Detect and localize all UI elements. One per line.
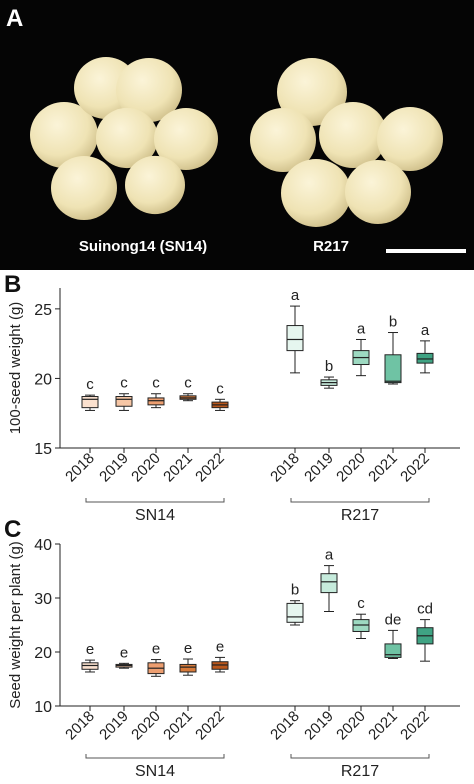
r217-seed-4 [377, 106, 443, 172]
significance-letter: e [216, 638, 224, 655]
y-tick-label: 20 [34, 645, 52, 662]
y-tick-label: 15 [34, 441, 52, 458]
chart-seed-weight-100: 15 20 25 100-seed weight (g) c 2018 c 2019 c 2020… [7, 287, 460, 524]
box-R217-2018 [286, 602, 304, 623]
sn14-seed-1 [30, 102, 98, 168]
y-tick-label: 40 [34, 537, 52, 554]
x-tick-label: 2018 [267, 450, 303, 486]
box-R217-2018 [286, 325, 304, 352]
significance-letter: c [120, 375, 128, 392]
x-tick-label: 2020 [333, 708, 369, 744]
panel-b-letter: B [4, 271, 21, 298]
box-SN14-2018 [81, 396, 99, 409]
x-tick-label: 2019 [96, 708, 132, 744]
significance-letter: c [357, 595, 365, 612]
group-bracket [290, 754, 430, 759]
box-SN14-2021 [179, 663, 197, 673]
x-tick-label: 2022 [397, 708, 433, 744]
significance-letter: b [291, 582, 299, 599]
group-label: SN14 [135, 763, 175, 780]
y-tick-label: 30 [34, 591, 52, 608]
significance-letter: c [152, 375, 160, 392]
group-bracket [85, 498, 225, 503]
scale-bar [386, 249, 466, 253]
x-tick-label: 2021 [365, 450, 401, 486]
r217-seed-cluster [250, 58, 443, 227]
x-tick-label: 2020 [333, 450, 369, 486]
significance-letter: e [86, 641, 94, 658]
box-plot-charts: B C 15 20 25 100-seed weight (g) c 2018 c 2019 c… [4, 271, 460, 780]
r217-photo-label: R217 [313, 238, 349, 255]
x-tick-label: 2018 [267, 708, 303, 744]
significance-letter: c [216, 380, 224, 397]
box-R217-2019 [320, 573, 338, 594]
sn14-photo-label: Suinong14 (SN14) [79, 238, 207, 255]
y-tick-label: 25 [34, 302, 52, 319]
significance-letter: b [389, 314, 397, 331]
y-axis-label: 100-seed weight (g) [7, 302, 24, 435]
box-R217-2021 [384, 354, 402, 384]
significance-letter: cd [417, 601, 433, 618]
significance-letter: a [357, 320, 366, 337]
sn14-seed-4 [96, 107, 158, 169]
r217-seed-5 [281, 159, 351, 227]
sn14-seed-7 [125, 155, 185, 215]
significance-letter: e [184, 640, 192, 657]
panel-c-letter: C [4, 516, 21, 543]
significance-letter: b [325, 358, 333, 375]
box-SN14-2020 [147, 397, 165, 406]
panel-a-letter: A [6, 5, 23, 32]
group-bracket [85, 754, 225, 759]
box-R217-2022 [416, 352, 434, 364]
sn14-seed-cluster [30, 56, 218, 221]
group-label: R217 [341, 763, 379, 780]
group-label: SN14 [135, 507, 175, 524]
chart-seed-weight-per-plant: 10 20 30 40 Seed weight per plant (g) e 2018 e 2… [7, 537, 460, 780]
group-label: R217 [341, 507, 379, 524]
seed-photo-panel: A Suinong14 (SN14) R217 [0, 0, 474, 270]
r217-seed-2 [250, 107, 316, 173]
r217-seed-1 [277, 58, 347, 126]
r217-seed-3 [319, 102, 387, 168]
x-tick-label: 2019 [96, 450, 132, 486]
x-tick-label: 2020 [128, 450, 164, 486]
y-axis-label: Seed weight per plant (g) [7, 541, 24, 709]
significance-letter: c [184, 375, 192, 392]
x-tick-label: 2021 [160, 708, 196, 744]
significance-letter: c [86, 376, 94, 393]
x-tick-label: 2018 [62, 708, 98, 744]
significance-letter: a [291, 287, 300, 304]
significance-letter: e [152, 641, 160, 658]
r217-seed-6 [345, 159, 411, 225]
x-tick-label: 2019 [301, 708, 337, 744]
significance-letter: e [120, 644, 128, 661]
significance-letter: a [421, 322, 430, 339]
y-tick-label: 10 [34, 699, 52, 716]
x-tick-label: 2020 [128, 708, 164, 744]
significance-letter: de [385, 611, 402, 628]
box-R217-2021 [384, 643, 402, 658]
seed-photo: A Suinong14 (SN14) R217 [6, 5, 466, 255]
group-bracket [290, 498, 430, 503]
sn14-seed-6 [51, 155, 117, 221]
x-tick-label: 2019 [301, 450, 337, 486]
y-tick-label: 20 [34, 371, 52, 388]
x-tick-label: 2022 [397, 450, 433, 486]
significance-letter: a [325, 547, 334, 564]
x-tick-label: 2021 [160, 450, 196, 486]
x-tick-label: 2022 [192, 708, 228, 744]
sn14-seed-3 [116, 57, 182, 123]
box-SN14-2019 [115, 396, 133, 407]
x-tick-label: 2018 [62, 450, 98, 486]
x-tick-label: 2021 [365, 708, 401, 744]
x-tick-label: 2022 [192, 450, 228, 486]
sn14-seed-5 [154, 107, 218, 171]
